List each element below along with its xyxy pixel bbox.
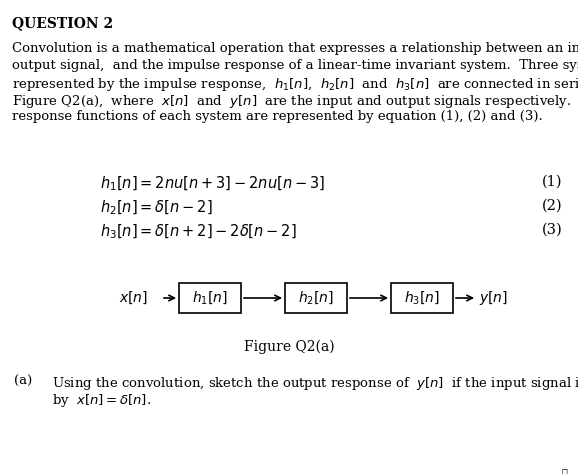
Bar [285,283,347,313]
Bar [391,283,453,313]
Text: QUESTION 2: QUESTION 2 [12,16,113,30]
Text: Figure Q2(a): Figure Q2(a) [244,340,334,355]
Text: Using the convolution, sketch the output response of  $y[n]$  if the input signa: Using the convolution, sketch the output… [52,375,578,392]
Text: (2): (2) [542,199,562,213]
Text: (1): (1) [542,175,562,189]
Text: Convolution is a mathematical operation that expresses a relationship between an: Convolution is a mathematical operation … [12,42,578,55]
Bar [179,283,241,313]
Text: $h_3[n]$: $h_3[n]$ [404,290,440,306]
Text: $h_3[n] = \delta[n + 2] - 2\delta[n - 2]$: $h_3[n] = \delta[n + 2] - 2\delta[n - 2]… [100,223,297,241]
Text: Figure Q2(a),  where  $x[n]$  and  $y[n]$  are the input and output signals resp: Figure Q2(a), where $x[n]$ and $y[n]$ ar… [12,93,578,110]
Text: represented by the impulse response,  $h_1[n]$,  $h_2[n]$  and  $h_3[n]$  are co: represented by the impulse response, $h_… [12,76,578,93]
Text: response functions of each system are represented by equation (1), (2) and (3).: response functions of each system are re… [12,110,543,123]
Text: $h_2[n]$: $h_2[n]$ [298,290,334,306]
Text: $x[n]$: $x[n]$ [119,290,148,306]
Text: $h_2[n] = \delta[n-2]$: $h_2[n] = \delta[n-2]$ [100,199,213,218]
Text: ✓: ✓ [562,468,568,474]
Text: (a): (a) [14,375,32,388]
Text: by  $x[n] = \delta[n]$.: by $x[n] = \delta[n]$. [52,392,151,409]
Text: $h_1[n] = 2nu[n + 3] - 2nu[n - 3]$: $h_1[n] = 2nu[n + 3] - 2nu[n - 3]$ [100,175,325,193]
Text: $y[n]$: $y[n]$ [479,289,508,307]
Text: (3): (3) [542,223,563,237]
Text: $h_1[n]$: $h_1[n]$ [192,290,228,306]
Text: output signal,  and the impulse response of a linear-time invariant system.  Thr: output signal, and the impulse response … [12,59,578,72]
